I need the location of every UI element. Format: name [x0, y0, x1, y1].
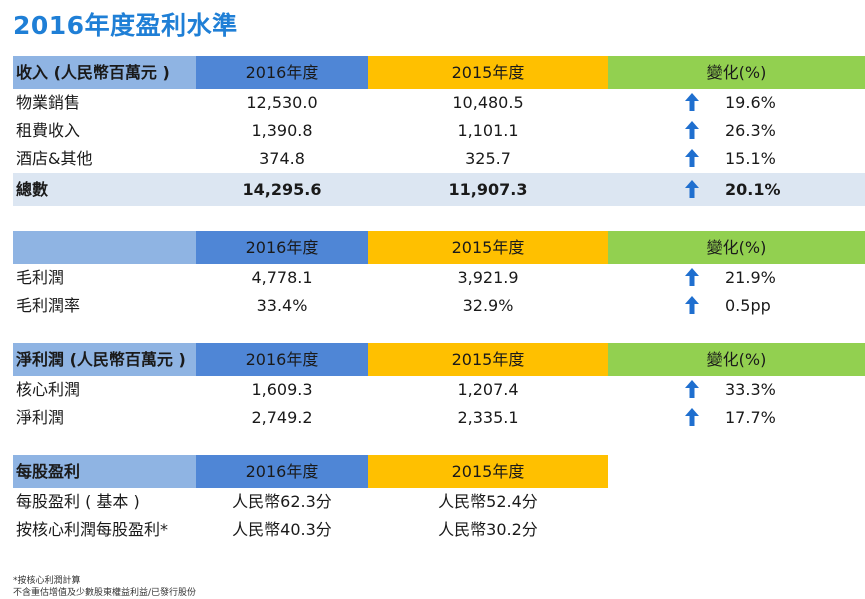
- net-header-label: 淨利潤 (人民幣百萬元 ): [13, 343, 196, 376]
- year-2015-header: 2015年度: [368, 455, 608, 488]
- eps-header-label: 每股盈利: [13, 455, 196, 488]
- value-2016: 1,390.8: [251, 121, 313, 140]
- value-2016: 12,530.0: [246, 93, 318, 112]
- value-2016: 人民幣62.3分: [232, 492, 332, 511]
- value-2015: 10,480.5: [452, 93, 524, 112]
- value-2015: 325.7: [465, 149, 511, 168]
- up-arrow-icon: [685, 89, 701, 117]
- value-2016: 4,778.1: [251, 268, 313, 287]
- up-arrow-icon: [685, 292, 701, 320]
- year-2016-header: 2016年度: [196, 455, 368, 488]
- change-header: 變化(%): [608, 231, 865, 264]
- footnote: *按核心利潤計算: [13, 576, 81, 586]
- table-row: 物業銷售 12,530.0 10,480.5 19.6%: [13, 89, 865, 117]
- revenue-header-label: 收入 (人民幣百萬元 ): [13, 56, 196, 89]
- value-2016: 14,295.6: [242, 180, 322, 199]
- value-2015: 1,207.4: [457, 380, 519, 399]
- change-header: 變化(%): [608, 343, 865, 376]
- change-value: 20.1%: [725, 180, 781, 199]
- table-row: 酒店&其他 374.8 325.7 15.1%: [13, 145, 865, 173]
- change-value: 15.1%: [725, 149, 776, 168]
- year-2016-header: 2016年度: [196, 343, 368, 376]
- row-label: 酒店&其他: [16, 149, 93, 168]
- change-value: 21.9%: [725, 268, 776, 287]
- value-2015: 32.9%: [462, 296, 514, 315]
- row-label: 毛利潤: [16, 268, 65, 287]
- footnote: 不含重估增值及少數股東權益利益/已發行股份: [13, 588, 197, 598]
- up-arrow-icon: [685, 404, 701, 432]
- value-2016: 33.4%: [256, 296, 308, 315]
- year-2015-header: 2015年度: [368, 343, 608, 376]
- value-2016: 2,749.2: [251, 408, 313, 427]
- row-label: 每股盈利 ( 基本 ): [16, 492, 140, 511]
- year-2016-header: 2016年度: [196, 231, 368, 264]
- change-value: 17.7%: [725, 408, 776, 427]
- revenue-table: 收入 (人民幣百萬元 ) 2016年度 2015年度 變化(%) 物業銷售 12…: [13, 56, 865, 206]
- row-label: 總數: [16, 180, 49, 199]
- revenue-header-row: 收入 (人民幣百萬元 ) 2016年度 2015年度 變化(%): [13, 56, 865, 89]
- change-header: 變化(%): [608, 56, 865, 89]
- value-2015: 人民幣52.4分: [438, 492, 538, 511]
- value-2015: 人民幣30.2分: [438, 520, 538, 539]
- year-2015-header: 2015年度: [368, 231, 608, 264]
- row-label: 毛利潤率: [16, 296, 81, 315]
- value-2015: 11,907.3: [448, 180, 528, 199]
- table-row: 租費收入 1,390.8 1,101.1 26.3%: [13, 117, 865, 145]
- gross-header-label: [13, 231, 196, 264]
- value-2015: 1,101.1: [457, 121, 519, 140]
- total-row: 總數 14,295.6 11,907.3 20.1%: [13, 173, 865, 206]
- row-label: 按核心利潤每股盈利*: [16, 520, 169, 539]
- up-arrow-icon: [685, 264, 701, 292]
- value-2015: 3,921.9: [457, 268, 519, 287]
- row-label: 租費收入: [16, 121, 81, 140]
- year-2015-header: 2015年度: [368, 56, 608, 89]
- up-arrow-icon: [685, 145, 701, 173]
- value-2016: 人民幣40.3分: [232, 520, 332, 539]
- row-label: 淨利潤: [16, 408, 65, 427]
- change-value: 26.3%: [725, 121, 776, 140]
- up-arrow-icon: [685, 173, 701, 206]
- change-value: 0.5pp: [725, 296, 771, 315]
- change-value: 33.3%: [725, 380, 776, 399]
- change-value: 19.6%: [725, 93, 776, 112]
- up-arrow-icon: [685, 117, 701, 145]
- row-label: 物業銷售: [16, 93, 81, 112]
- year-2016-header: 2016年度: [196, 56, 368, 89]
- page-title: 2016年度盈利水準: [13, 11, 238, 40]
- row-label: 核心利潤: [16, 380, 81, 399]
- value-2016: 374.8: [259, 149, 305, 168]
- up-arrow-icon: [685, 376, 701, 404]
- value-2015: 2,335.1: [457, 408, 519, 427]
- value-2016: 1,609.3: [251, 380, 313, 399]
